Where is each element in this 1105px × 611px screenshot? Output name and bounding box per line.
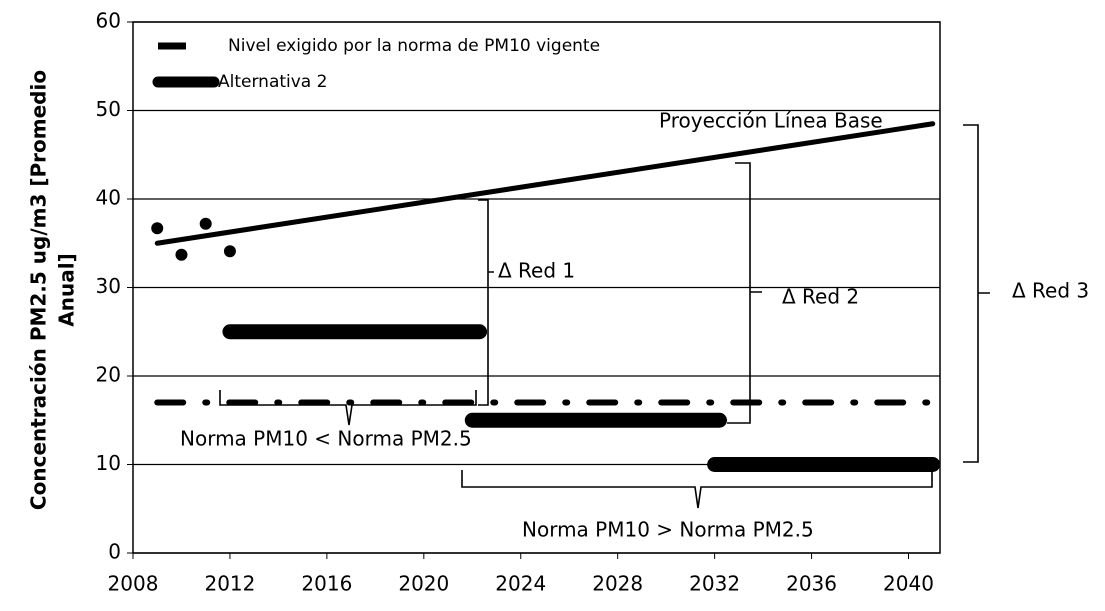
x-tick-label: 2032 <box>689 572 740 596</box>
y-tick-label: 10 <box>96 451 121 475</box>
annotation: Δ Red 1 <box>498 259 575 283</box>
legend-label: Nivel exigido por la norma de PM10 vigen… <box>228 36 600 56</box>
data-point <box>175 248 188 261</box>
x-tick-label: 2016 <box>301 572 352 596</box>
annotation: Δ Red 3 <box>1012 279 1089 303</box>
annotation: Δ Red 2 <box>782 285 859 309</box>
plot-frame <box>132 21 941 554</box>
x-tick-label: 2036 <box>786 572 837 596</box>
bracket-red2 <box>727 162 762 424</box>
annotation: Norma PM10 < Norma PM2.5 <box>180 427 472 451</box>
x-tick-label: 2012 <box>204 572 255 596</box>
trend-line <box>154 121 936 246</box>
y-tick-label: 50 <box>96 97 121 121</box>
x-tick-label: 2028 <box>592 572 643 596</box>
brace-lt <box>219 390 477 426</box>
y-tick-label: 20 <box>96 363 121 387</box>
data-point <box>151 222 164 235</box>
bracket-red1 <box>478 199 494 406</box>
data-point <box>199 217 212 230</box>
y-axis-title: Concentración PM2.5 ug/m3 [Promedio Anua… <box>27 70 79 510</box>
x-tick-label: 2008 <box>108 572 159 596</box>
brace-gt <box>461 470 933 509</box>
trend-label: Proyección Línea Base <box>659 108 883 132</box>
y-tick-label: 40 <box>96 186 121 210</box>
y-tick-label: 60 <box>96 9 121 33</box>
y-axis-title-line: Concentración PM2.5 ug/m3 [Promedio <box>27 70 51 510</box>
legend-label: Alternativa 2 <box>218 72 327 92</box>
x-tick-label: 2020 <box>398 572 449 596</box>
y-axis-title-line: Anual] <box>55 253 79 326</box>
data-point <box>223 245 236 258</box>
x-tick-label: 2040 <box>883 572 934 596</box>
y-tick-label: 0 <box>108 540 121 564</box>
bracket-red3 <box>963 124 990 463</box>
annotation: Norma PM10 > Norma PM2.5 <box>522 518 814 542</box>
x-tick-label: 2024 <box>495 572 546 596</box>
y-tick-label: 30 <box>96 274 121 298</box>
